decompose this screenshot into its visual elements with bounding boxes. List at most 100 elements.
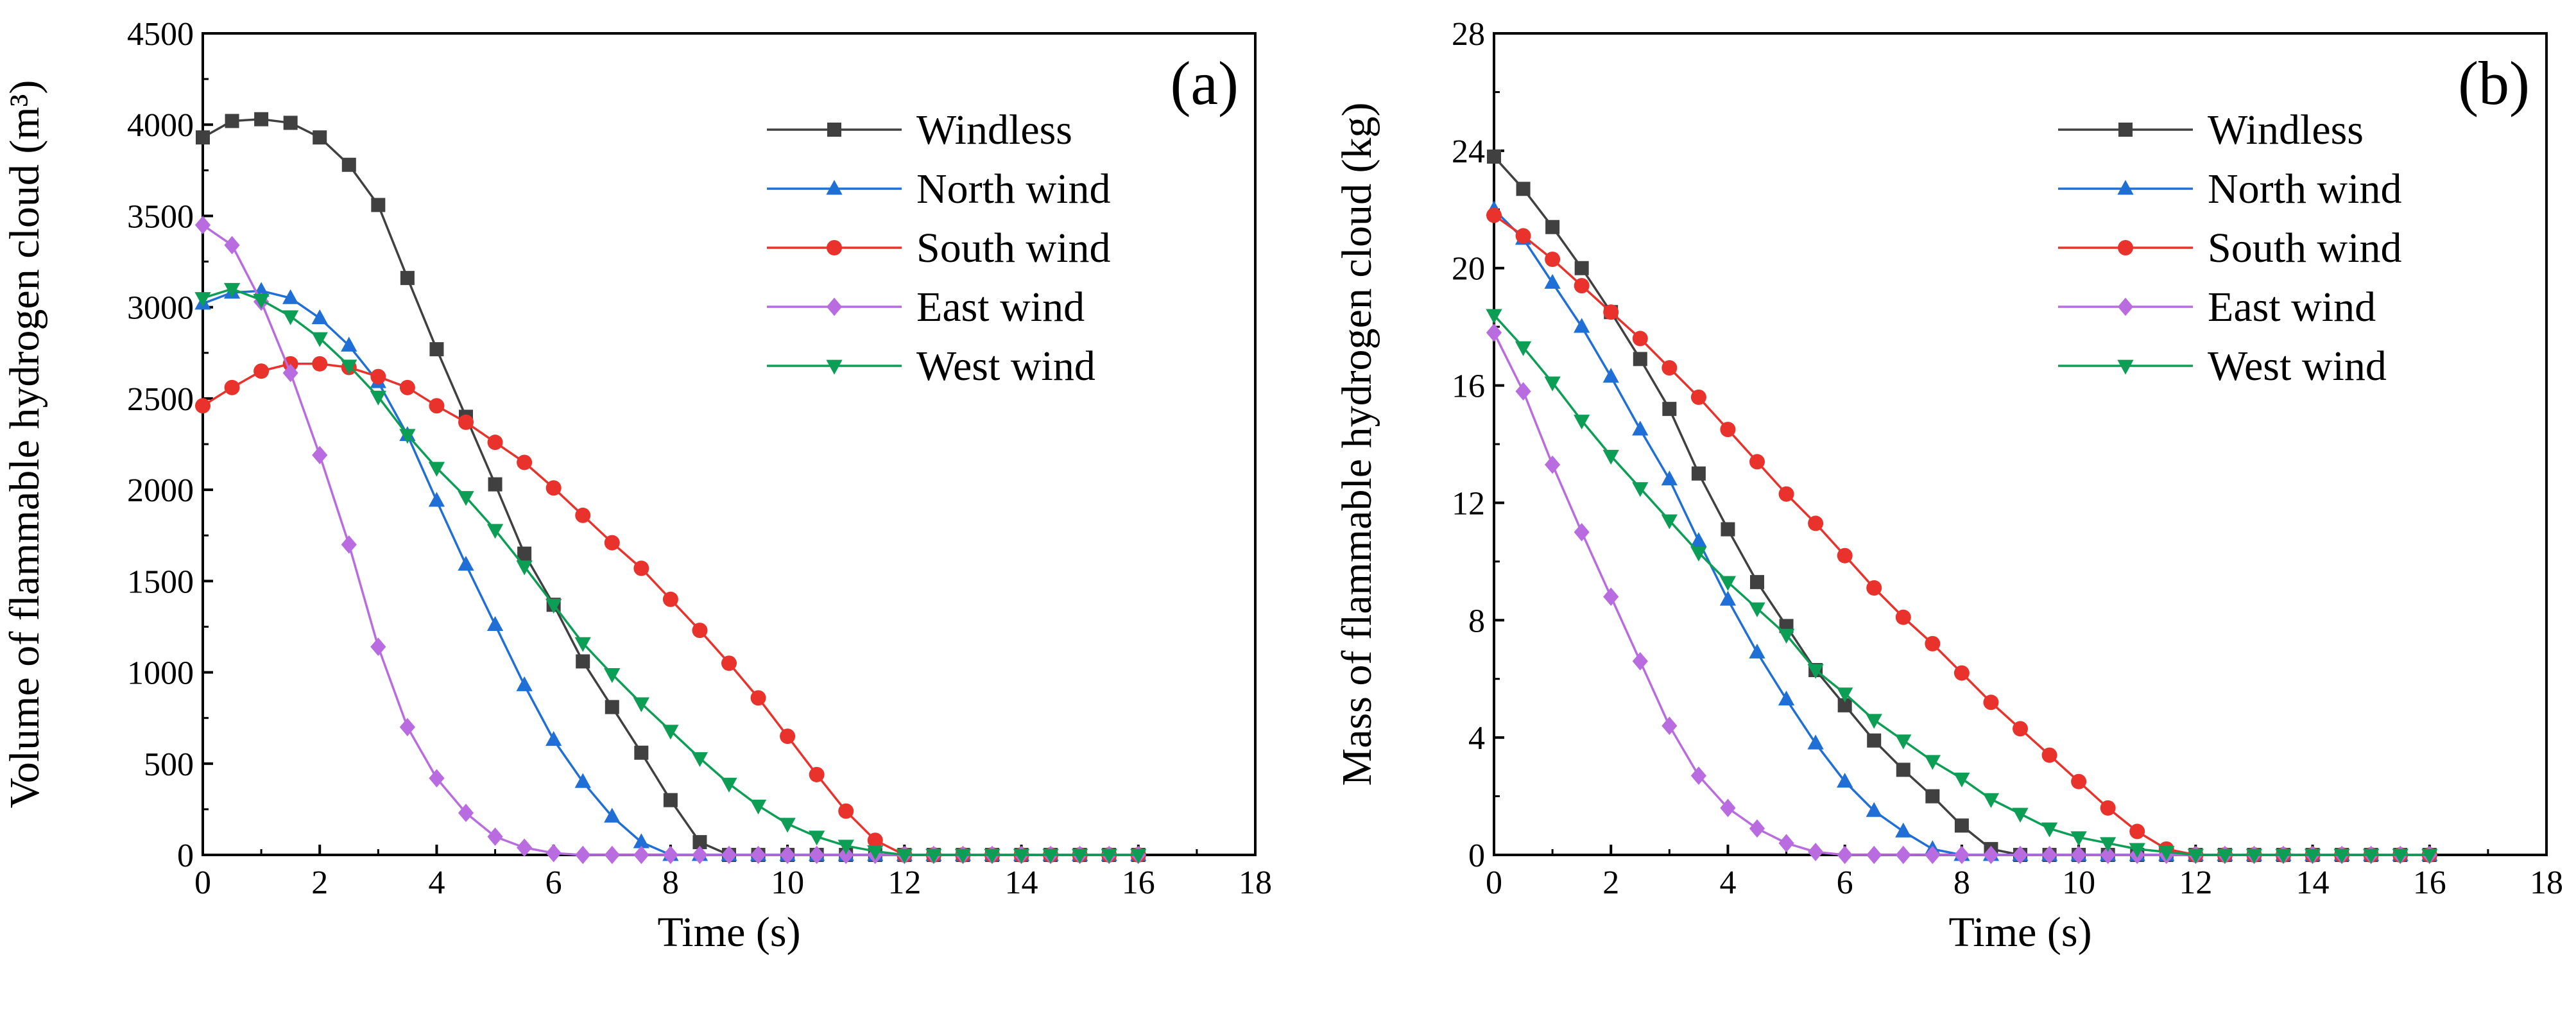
data-point	[311, 309, 328, 325]
data-point	[2013, 721, 2028, 737]
data-point	[1867, 733, 1882, 748]
data-point	[2275, 848, 2292, 864]
data-point	[2333, 848, 2350, 864]
data-point	[2129, 843, 2145, 858]
y-axis-title: Mass of flammable hydrogen cloud (kg)	[1334, 103, 1380, 786]
data-point	[516, 560, 533, 576]
data-point	[1720, 422, 1736, 438]
data-point	[282, 363, 298, 383]
data-point	[604, 845, 620, 865]
data-point	[1749, 602, 1765, 617]
data-point	[1486, 207, 1502, 223]
legend-marker	[2117, 359, 2134, 375]
data-point	[809, 831, 825, 846]
data-point	[954, 848, 972, 864]
legend-label: East wind	[916, 284, 1085, 331]
y-tick-label: 0	[1468, 838, 1485, 874]
data-point	[486, 524, 504, 539]
legend-label: East wind	[2208, 284, 2376, 331]
data-point	[2041, 747, 2057, 763]
data-point	[779, 818, 796, 833]
data-point	[341, 336, 357, 352]
data-point	[1574, 522, 1590, 542]
data-point	[1808, 515, 1824, 531]
data-point	[1749, 643, 1765, 659]
data-point	[223, 282, 241, 298]
data-point	[2012, 807, 2029, 823]
data-point	[224, 236, 240, 255]
data-point	[925, 848, 942, 864]
data-point	[1486, 309, 1502, 324]
legend-marker	[827, 123, 841, 137]
data-point	[1954, 818, 1969, 833]
data-point	[1486, 323, 1502, 342]
y-tick-label: 1000	[127, 655, 194, 692]
data-point	[1866, 580, 1882, 596]
data-point	[1837, 772, 1853, 788]
data-point	[1778, 690, 1795, 706]
series-east-wind	[1486, 323, 2437, 865]
data-point	[691, 752, 708, 767]
data-point	[545, 843, 562, 863]
data-point	[1895, 845, 1911, 865]
data-point	[517, 454, 533, 470]
data-point	[574, 773, 591, 788]
data-point	[1778, 486, 1794, 502]
data-point	[633, 697, 649, 712]
x-tick-label: 10	[2062, 865, 2095, 901]
data-point	[837, 840, 854, 855]
data-point	[2392, 848, 2409, 864]
data-point	[896, 848, 913, 864]
data-point	[399, 379, 415, 395]
data-point	[809, 766, 825, 782]
data-point	[575, 845, 591, 865]
data-point	[2012, 845, 2029, 865]
data-point	[2071, 773, 2087, 789]
data-point	[1866, 802, 1882, 817]
data-point	[1603, 304, 1619, 320]
x-tick-label: 2	[1602, 865, 1619, 901]
data-point	[225, 114, 239, 128]
data-point	[721, 777, 737, 793]
data-point	[662, 591, 678, 607]
y-tick-label: 4	[1468, 720, 1485, 757]
data-point	[253, 363, 270, 379]
data-point	[1983, 694, 1999, 711]
data-point	[1895, 822, 1912, 838]
data-point	[867, 832, 883, 848]
y-tick-label: 28	[1452, 16, 1485, 53]
data-point	[1983, 845, 1999, 865]
data-point	[663, 793, 678, 807]
data-point	[838, 803, 854, 819]
data-point	[2245, 848, 2263, 864]
x-tick-label: 8	[662, 865, 679, 901]
data-point	[750, 799, 767, 814]
data-point	[1515, 382, 1531, 401]
data-point	[1866, 714, 1882, 729]
y-tick-label: 4500	[127, 16, 194, 53]
data-point	[1837, 687, 1853, 703]
data-point	[283, 116, 298, 130]
data-point	[633, 833, 649, 848]
data-point	[1837, 845, 1853, 865]
data-point	[1749, 454, 1765, 470]
x-axis-title: Time (s)	[1948, 909, 2091, 956]
data-point	[429, 769, 445, 788]
y-tick-label: 16	[1452, 368, 1485, 405]
data-point	[1603, 587, 1619, 607]
data-point	[1691, 466, 1706, 481]
series-west-wind	[1486, 309, 2438, 864]
data-point	[488, 477, 502, 492]
y-tick-label: 4000	[127, 107, 194, 144]
legend-label: Windless	[2208, 107, 2364, 153]
data-point	[2421, 848, 2438, 864]
data-point	[1720, 798, 1736, 818]
data-point	[1953, 772, 1970, 788]
legend-label: Windless	[916, 107, 1072, 153]
data-point	[370, 368, 386, 384]
data-point	[1574, 415, 1590, 430]
legend-marker	[2118, 240, 2133, 255]
legend-marker	[2117, 180, 2134, 195]
data-point	[575, 507, 591, 523]
